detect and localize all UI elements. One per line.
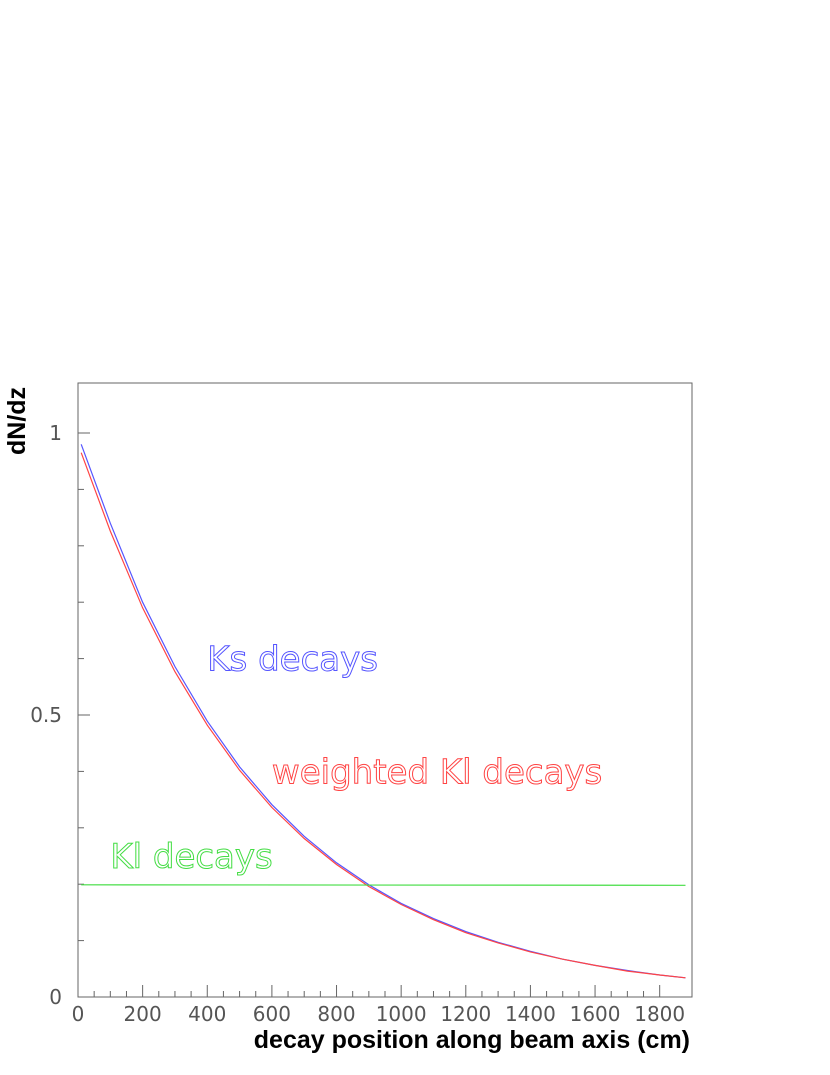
x-axis-ticks: 0 200 400 600 800 1000 1200 1400 1600 1800: [72, 985, 685, 1026]
plot-frame: [77, 382, 693, 998]
x-tick-label: 1000: [376, 1002, 427, 1026]
x-tick-label: 200: [124, 1002, 162, 1026]
y-axis-title: dN/dz: [3, 387, 31, 455]
x-tick-label: 800: [317, 1002, 355, 1026]
annotations-layer: Ks decays weighted Kl decays Kl decays: [110, 639, 603, 877]
y-tick-label: 0: [49, 985, 62, 1009]
annotation-kl-decays: Kl decays: [110, 837, 272, 877]
series-line-weighted-kl-decays: [80, 452, 686, 979]
x-tick-label: 1800: [634, 1002, 685, 1026]
series-line-kl-decays: [81, 884, 686, 886]
y-axis-ticks: 00.51: [30, 421, 90, 1009]
x-tick-label: 400: [188, 1002, 226, 1026]
x-tick-label: 1400: [505, 1002, 556, 1026]
series-layer: [80, 444, 686, 979]
annotation-ks-decays: Ks decays: [207, 640, 378, 680]
x-tick-label: 1200: [440, 1002, 491, 1026]
annotation-weighted-kl-decays: weighted Kl decays: [272, 752, 602, 792]
x-tick-label: 1600: [570, 1002, 621, 1026]
x-axis-title: decay position along beam axis (cm): [254, 1026, 690, 1054]
y-tick-label: 0.5: [30, 703, 62, 727]
x-tick-label: 600: [253, 1002, 291, 1026]
series-line-ks-decays: [80, 444, 686, 979]
y-tick-label: 1: [49, 421, 62, 445]
x-tick-label: 0: [72, 1002, 85, 1026]
